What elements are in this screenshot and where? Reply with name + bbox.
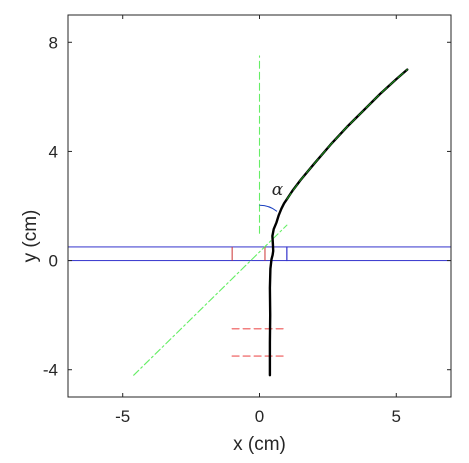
series-fitted-line [286,69,408,200]
tick-layer: -5 0 5 -4 0 4 8 [43,15,451,426]
x-tick-label: 5 [392,407,401,426]
y-tick-label: 4 [49,142,58,161]
x-tick-label: -5 [115,407,130,426]
annotation-layer: α [259,180,284,212]
angle-arc [259,204,278,212]
y-tick-label: -4 [43,361,58,380]
angle-label: α [272,180,284,200]
data-layer [67,55,452,377]
y-tick-label: 8 [49,33,58,52]
series-extrapolated-line [133,224,288,376]
y-tick-label: 0 [49,252,58,271]
x-axis-label: x (cm) [233,434,286,455]
y-axis-label: y (cm) [20,210,41,263]
x-tick-label: 0 [255,407,264,426]
